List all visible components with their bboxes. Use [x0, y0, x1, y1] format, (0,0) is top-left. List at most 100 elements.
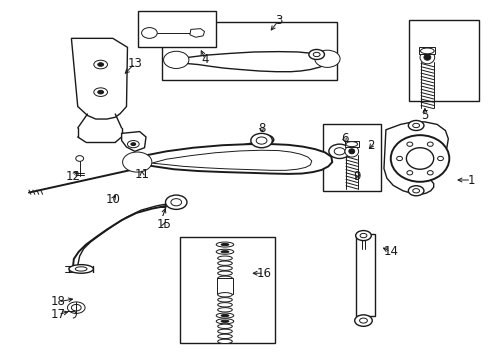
Text: 5: 5	[420, 109, 427, 122]
Ellipse shape	[420, 48, 433, 54]
Ellipse shape	[217, 308, 232, 312]
Bar	[323, 125, 380, 191]
Ellipse shape	[412, 123, 419, 128]
Ellipse shape	[250, 134, 272, 148]
Polygon shape	[189, 29, 204, 37]
Ellipse shape	[69, 265, 93, 273]
Ellipse shape	[317, 52, 336, 65]
Ellipse shape	[125, 154, 149, 170]
Ellipse shape	[407, 121, 423, 131]
Bar	[408, 21, 478, 101]
Ellipse shape	[94, 88, 107, 96]
Ellipse shape	[427, 142, 432, 147]
Polygon shape	[128, 144, 331, 174]
Ellipse shape	[216, 313, 233, 318]
Text: 1: 1	[467, 174, 474, 186]
Polygon shape	[71, 39, 127, 119]
Bar	[418, 47, 434, 54]
Ellipse shape	[437, 156, 443, 161]
Text: 3: 3	[274, 14, 282, 27]
Ellipse shape	[217, 298, 232, 302]
Ellipse shape	[359, 318, 366, 323]
Text: 18: 18	[51, 296, 65, 309]
Ellipse shape	[396, 156, 402, 161]
Ellipse shape	[221, 315, 228, 317]
Ellipse shape	[94, 60, 107, 69]
Ellipse shape	[217, 334, 232, 338]
Bar	[344, 141, 358, 147]
Ellipse shape	[216, 249, 233, 254]
Text: 4: 4	[202, 53, 209, 66]
Ellipse shape	[122, 152, 152, 172]
Ellipse shape	[98, 63, 103, 66]
Bar	[138, 11, 216, 47]
Text: 2: 2	[367, 139, 374, 152]
Text: 7: 7	[160, 206, 167, 219]
Polygon shape	[168, 51, 328, 72]
Text: 13: 13	[127, 57, 142, 70]
Ellipse shape	[98, 90, 103, 94]
Ellipse shape	[359, 233, 366, 238]
Ellipse shape	[406, 148, 433, 169]
Text: 15: 15	[156, 218, 171, 231]
Ellipse shape	[166, 53, 185, 66]
Text: 14: 14	[383, 245, 397, 258]
Ellipse shape	[221, 243, 228, 246]
Bar	[217, 278, 232, 294]
Ellipse shape	[217, 303, 232, 307]
Bar	[355, 234, 374, 316]
Ellipse shape	[217, 261, 232, 265]
Text: 16: 16	[256, 267, 271, 280]
Ellipse shape	[170, 199, 181, 206]
Ellipse shape	[390, 135, 448, 182]
Ellipse shape	[165, 195, 186, 210]
Ellipse shape	[314, 50, 339, 67]
Text: 10: 10	[105, 193, 120, 206]
Ellipse shape	[406, 142, 412, 147]
Ellipse shape	[322, 55, 331, 62]
Ellipse shape	[423, 54, 430, 60]
Ellipse shape	[217, 266, 232, 270]
Text: 17: 17	[51, 308, 65, 321]
Ellipse shape	[354, 315, 371, 326]
Ellipse shape	[313, 52, 320, 57]
Ellipse shape	[217, 339, 232, 343]
Bar	[180, 237, 275, 343]
Ellipse shape	[217, 293, 232, 297]
Ellipse shape	[216, 242, 233, 247]
Ellipse shape	[75, 267, 87, 271]
Ellipse shape	[256, 135, 273, 145]
Ellipse shape	[221, 320, 228, 322]
Ellipse shape	[412, 189, 419, 193]
Ellipse shape	[406, 171, 412, 175]
Ellipse shape	[221, 251, 228, 253]
Ellipse shape	[217, 329, 232, 333]
Ellipse shape	[217, 271, 232, 275]
Ellipse shape	[171, 57, 181, 63]
Ellipse shape	[76, 156, 83, 161]
Ellipse shape	[344, 145, 358, 157]
Ellipse shape	[355, 230, 370, 240]
Text: 6: 6	[340, 132, 347, 145]
Text: 12: 12	[65, 170, 80, 183]
Ellipse shape	[407, 186, 423, 196]
Polygon shape	[383, 122, 447, 194]
Bar	[161, 22, 336, 80]
Ellipse shape	[419, 51, 434, 64]
Ellipse shape	[216, 319, 233, 324]
Ellipse shape	[142, 28, 157, 39]
Ellipse shape	[348, 149, 354, 154]
Ellipse shape	[427, 171, 432, 175]
Ellipse shape	[328, 144, 349, 158]
Ellipse shape	[163, 51, 188, 68]
Text: 9: 9	[352, 170, 360, 183]
Ellipse shape	[127, 140, 139, 148]
Ellipse shape	[217, 256, 232, 260]
Ellipse shape	[131, 143, 136, 145]
Polygon shape	[122, 132, 146, 151]
Ellipse shape	[261, 138, 268, 142]
Ellipse shape	[333, 148, 344, 155]
Ellipse shape	[308, 49, 324, 59]
Ellipse shape	[131, 158, 143, 166]
Ellipse shape	[217, 324, 232, 328]
